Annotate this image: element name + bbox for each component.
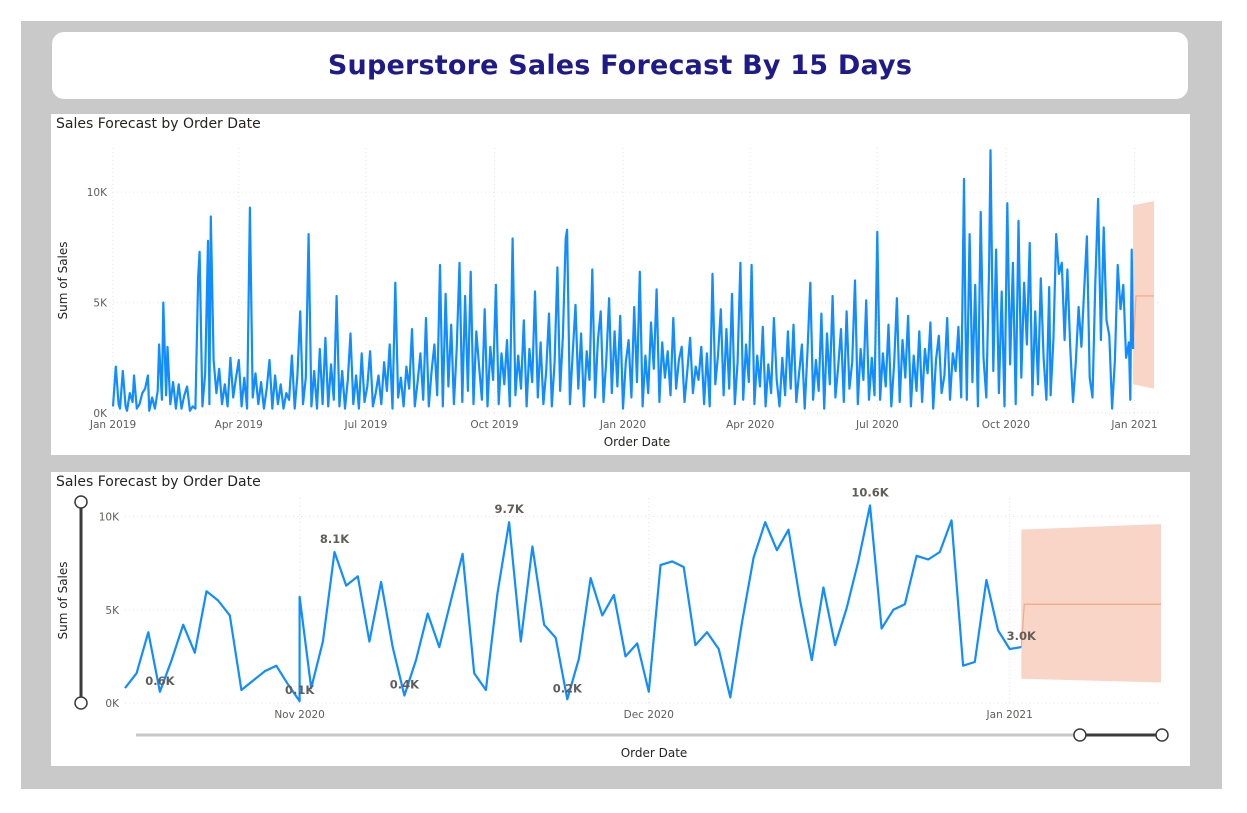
x-tick-label: Jul 2019	[344, 419, 388, 431]
report-title-card: Superstore Sales Forecast By 15 Days	[52, 32, 1188, 99]
x-tick-label: Jan 2021	[986, 709, 1033, 721]
x-tick-label: Oct 2019	[470, 419, 518, 431]
y-tick-label: 5K	[105, 605, 120, 617]
x-tick-label: Oct 2020	[982, 419, 1030, 431]
y-axis-title: Sum of Sales	[56, 561, 70, 639]
chart-title: Sales Forecast by Order Date	[56, 116, 261, 132]
y-tick-label: 10K	[87, 187, 108, 199]
sales-forecast-chart-zoomed[interactable]: Sales Forecast by Order Date 0K 5K 10K Nov …	[51, 472, 1190, 766]
y-axis-title: Sum of Sales	[56, 241, 70, 319]
sales-series-line	[124, 504, 1022, 703]
data-label: 10.6K	[851, 485, 889, 499]
y-zoom-slider-handle-top[interactable]	[74, 495, 88, 509]
y-zoom-slider-handle-bottom[interactable]	[74, 696, 88, 710]
x-tick-label: Apr 2020	[726, 419, 774, 431]
x-tick-label: Jan 2019	[89, 419, 136, 431]
data-label: 0.6K	[145, 674, 175, 688]
forecast-confidence-band	[1133, 201, 1155, 389]
data-label: 8.1K	[320, 532, 350, 546]
forecast-line	[1132, 295, 1155, 349]
x-zoom-slider-handle-left[interactable]	[1073, 728, 1087, 742]
x-axis-title: Order Date	[604, 435, 671, 449]
y-tick-label: 0K	[105, 698, 120, 710]
x-axis-title: Order Date	[621, 746, 688, 760]
y-tick-label: 5K	[93, 298, 108, 310]
sales-series-line	[111, 149, 1135, 412]
x-tick-label: Dec 2020	[624, 709, 674, 721]
report-title: Superstore Sales Forecast By 15 Days	[327, 50, 913, 81]
y-tick-label: 10K	[99, 512, 120, 524]
x-zoom-slider-handle-right[interactable]	[1155, 728, 1169, 742]
x-tick-label: Jan 2021	[1110, 419, 1157, 431]
chart-title: Sales Forecast by Order Date	[56, 474, 261, 490]
sales-forecast-chart-full[interactable]: Sales Forecast by Order Date 0K 5K 10K Jan …	[51, 114, 1190, 455]
forecast-line	[1020, 603, 1161, 648]
chart-svg: 0K 5K 10K Nov 2020 Dec 2020 Jan 2021 Order Dat…	[56, 485, 1169, 760]
y-tick-label: 0K	[93, 408, 108, 420]
chart-svg: 0K 5K 10K Jan 2019 Apr 2019 Jul 2019 Oct 2019 J…	[56, 148, 1161, 449]
data-label: 0.2K	[553, 681, 583, 695]
data-label: 9.7K	[494, 502, 524, 516]
x-tick-label: Jul 2020	[855, 419, 899, 431]
forecast-confidence-band	[1021, 524, 1161, 683]
data-label: 3.0K	[1007, 629, 1037, 643]
x-tick-label: Apr 2019	[215, 419, 263, 431]
x-tick-label: Jan 2020	[599, 419, 646, 431]
data-label: 0.4K	[390, 678, 420, 692]
x-tick-label: Nov 2020	[274, 709, 325, 721]
data-label: 0.1K	[285, 683, 315, 697]
